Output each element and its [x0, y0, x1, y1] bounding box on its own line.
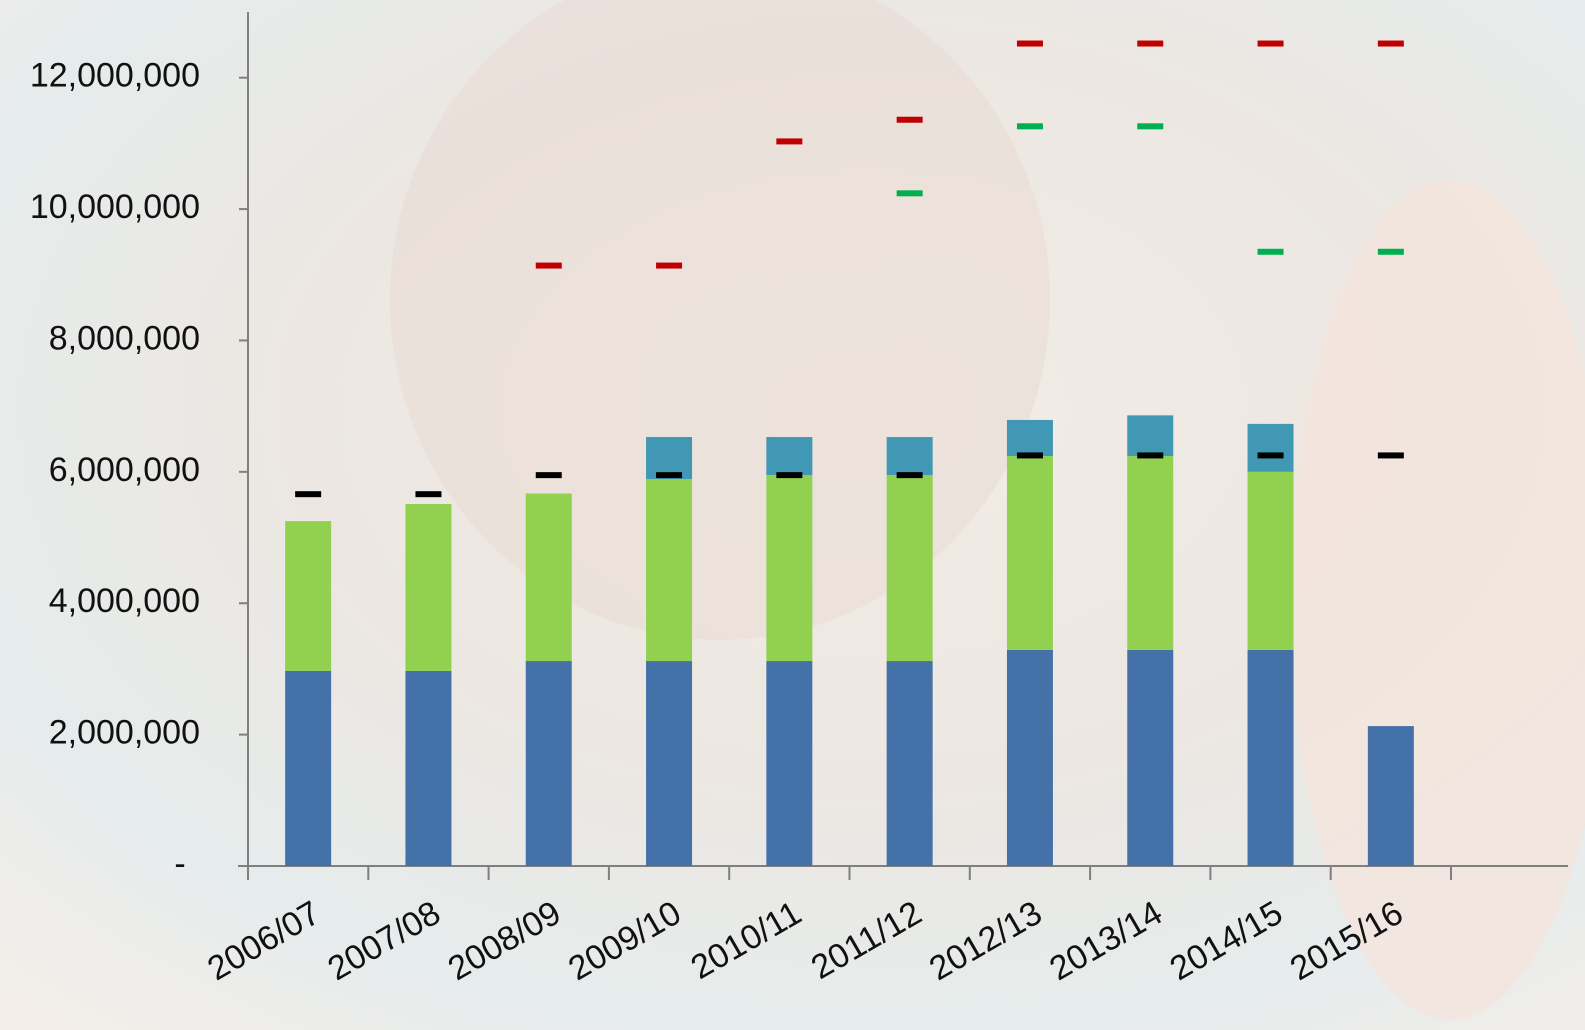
- marker: [1137, 452, 1164, 459]
- marker: [776, 472, 803, 479]
- bar-segment: [285, 521, 332, 671]
- bar-segment: [1127, 649, 1174, 866]
- marker: [896, 472, 923, 479]
- bar-segment: [1006, 419, 1053, 457]
- marker: [1257, 40, 1284, 47]
- bar-segment: [1006, 649, 1053, 866]
- bar-segment: [405, 670, 452, 866]
- bar-segment: [886, 661, 933, 866]
- bar-segment: [1127, 415, 1174, 457]
- bar-segment: [285, 670, 332, 866]
- marker: [1016, 40, 1043, 47]
- background-shape: [390, 0, 1050, 640]
- marker: [656, 472, 683, 479]
- marker: [535, 472, 562, 479]
- marker: [1377, 452, 1404, 459]
- marker: [1377, 40, 1404, 47]
- marker: [1016, 123, 1043, 130]
- bar-segment: [405, 504, 452, 671]
- bar-segment: [525, 661, 572, 866]
- marker: [1377, 248, 1404, 255]
- marker: [1016, 452, 1043, 459]
- marker: [295, 491, 322, 498]
- marker: [1257, 452, 1284, 459]
- y-tick-label: 2,000,000: [49, 714, 200, 752]
- bar-segment: [766, 437, 813, 476]
- marker: [1137, 123, 1164, 130]
- marker: [1257, 248, 1284, 255]
- bar-segment: [886, 437, 933, 476]
- bar-segment: [766, 661, 813, 866]
- bar-segment: [1006, 456, 1053, 650]
- bar-segment: [525, 493, 572, 662]
- bar-segment: [886, 475, 933, 662]
- marker: [1137, 40, 1164, 47]
- y-tick-label: 12,000,000: [30, 57, 200, 95]
- y-tick-label: 8,000,000: [49, 319, 200, 357]
- marker: [415, 491, 442, 498]
- bar-segment: [1247, 423, 1294, 472]
- bar-segment: [646, 479, 693, 662]
- y-tick-label: -: [174, 845, 185, 883]
- marker: [896, 116, 923, 123]
- bar-segment: [646, 661, 693, 866]
- y-tick-label: 4,000,000: [49, 582, 200, 620]
- marker: [776, 138, 803, 145]
- y-tick-label: 10,000,000: [30, 188, 200, 226]
- y-tick-label: 6,000,000: [49, 451, 200, 489]
- bar-segment: [1127, 456, 1174, 650]
- marker: [656, 262, 683, 269]
- bar-segment: [766, 475, 813, 662]
- bar-segment: [1247, 649, 1294, 866]
- background-shape: [1290, 180, 1585, 1020]
- bar-segment: [1367, 726, 1414, 866]
- bar-segment: [1247, 471, 1294, 650]
- bar-segment: [646, 437, 693, 480]
- marker: [896, 190, 923, 197]
- marker: [535, 262, 562, 269]
